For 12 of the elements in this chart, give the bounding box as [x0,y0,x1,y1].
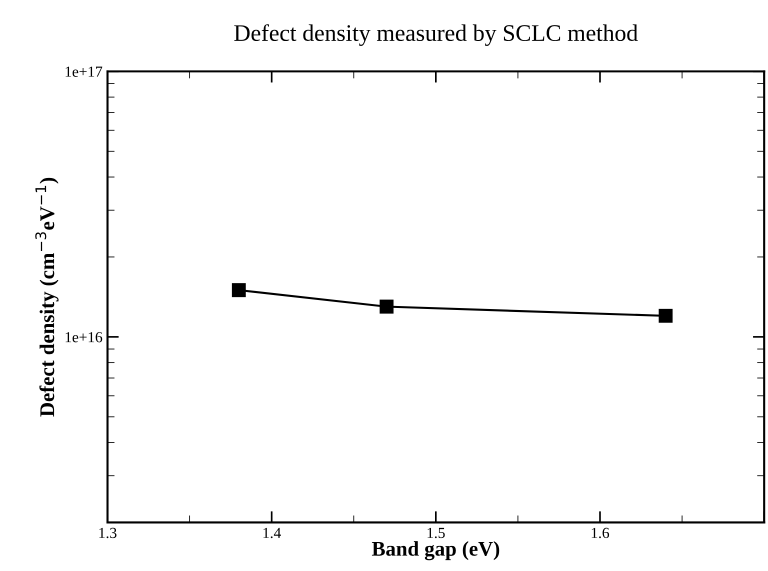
y-axis-title: Defect density (cm$^{−3}$eV$^{−1}$) [35,178,59,417]
x-tick-label: 1.5 [428,528,445,538]
chart-title: Defect density measured by SCLC method [234,24,638,46]
y-tick-label: 1e+16 [66,332,102,342]
x-tick-label: 1.4 [263,528,281,538]
point [380,300,394,314]
x-axis-title: Band gap (eV) [372,541,500,560]
x-tick-label: 1.6 [592,528,610,538]
y-tick-label: 1e+17 [66,66,102,77]
x-tick-label: 1.3 [99,528,116,538]
point [658,308,673,323]
point [232,283,246,298]
